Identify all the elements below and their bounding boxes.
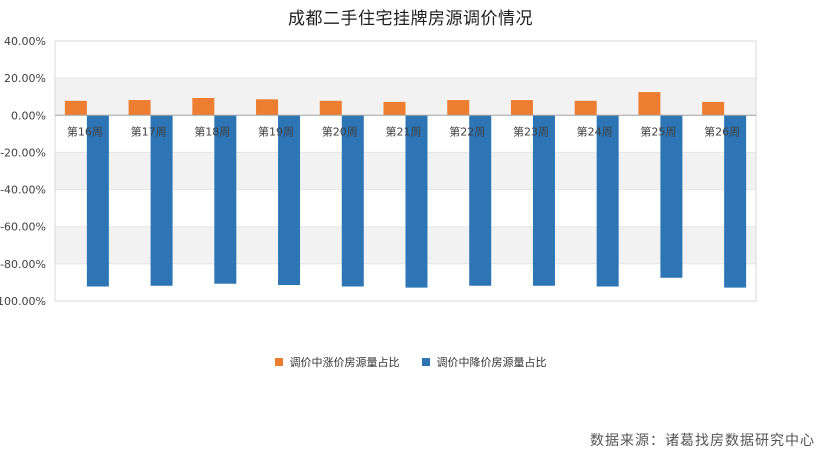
- bar-increase: [319, 100, 342, 116]
- x-tick-label: 第18周: [194, 124, 230, 138]
- chart-title: 成都二手住宅挂牌房源调价情况: [288, 9, 533, 29]
- y-tick-label: -60.00%: [0, 221, 46, 234]
- plot-border: [54, 40, 757, 302]
- y-tick-label: 20.00%: [4, 72, 46, 85]
- bar-decrease: [724, 115, 747, 288]
- bar-increase: [574, 100, 597, 116]
- bar-increase: [256, 99, 279, 116]
- x-tick-label: 第26周: [704, 124, 740, 138]
- y-tick-label: 0.00%: [11, 109, 46, 122]
- source-note: 数据来源：诸葛找房数据研究中心: [590, 433, 815, 449]
- x-tick-label: 第24周: [577, 124, 613, 138]
- legend-swatch-decrease: [421, 358, 430, 366]
- y-tick-label: -80.00%: [0, 258, 46, 271]
- bar-decrease: [532, 115, 555, 286]
- bar-decrease: [86, 115, 109, 287]
- bar-decrease: [596, 115, 619, 287]
- y-tick-label: -100.00%: [0, 295, 46, 308]
- bar-increase: [192, 98, 215, 116]
- y-tick-label: -40.00%: [0, 184, 46, 197]
- bar-decrease: [150, 115, 173, 286]
- x-tick-label: 第23周: [513, 124, 549, 138]
- y-tick-label: -20.00%: [0, 146, 46, 159]
- bar-decrease: [469, 115, 492, 286]
- bar-decrease: [341, 115, 364, 287]
- legend-label-decrease: 调价中降价房源量占比: [436, 356, 547, 369]
- legend-label-increase: 调价中涨价房源量占比: [289, 356, 400, 369]
- bar-increase: [64, 100, 87, 116]
- legend-item-decrease: 调价中降价房源量占比: [421, 354, 547, 370]
- bar-increase: [383, 101, 406, 116]
- bar-decrease: [278, 115, 301, 286]
- bar-decrease: [405, 115, 428, 288]
- bar-increase: [128, 100, 151, 116]
- bar-increase: [447, 100, 470, 116]
- legend-item-increase: 调价中涨价房源量占比: [274, 354, 400, 370]
- x-tick-label: 第16周: [67, 124, 103, 138]
- x-tick-label: 第21周: [386, 124, 422, 138]
- bar-increase: [702, 101, 725, 116]
- x-tick-label: 第17周: [131, 124, 167, 138]
- legend-swatch-increase: [274, 358, 283, 366]
- bar-increase: [510, 100, 533, 116]
- chart-legend: 调价中涨价房源量占比 调价中降价房源量占比: [0, 354, 821, 370]
- x-tick-label: 第19周: [258, 124, 294, 138]
- bar-decrease: [214, 115, 237, 284]
- y-tick-label: 40.00%: [4, 35, 46, 48]
- bar-decrease: [660, 115, 683, 278]
- x-tick-label: 第20周: [322, 124, 358, 138]
- bar-increase: [638, 92, 661, 116]
- x-tick-label: 第22周: [449, 124, 485, 138]
- x-tick-label: 第25周: [640, 124, 676, 138]
